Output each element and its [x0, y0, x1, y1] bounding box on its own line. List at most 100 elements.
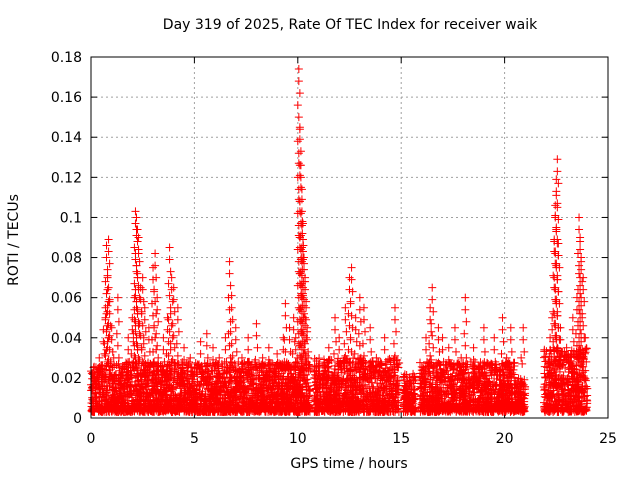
data-point: [278, 388, 287, 397]
data-point: [295, 403, 304, 412]
data-point: [234, 403, 243, 412]
data-point: [209, 407, 218, 416]
data-point: [193, 406, 202, 415]
data-point: [237, 369, 246, 378]
data-point: [268, 400, 277, 409]
data-point: [100, 382, 109, 391]
data-point: [221, 377, 230, 386]
data-point: [139, 397, 148, 406]
data-point: [170, 374, 179, 383]
data-point: [176, 364, 185, 373]
data-point: [151, 373, 160, 382]
data-point: [113, 393, 122, 402]
data-point: [269, 367, 278, 376]
data-point: [187, 383, 196, 392]
y-tick-label: 0.14: [51, 130, 82, 146]
data-point: [140, 373, 149, 382]
data-point: [281, 378, 290, 387]
data-point: [149, 404, 158, 413]
x-tick-label: 25: [599, 431, 617, 447]
data-point: [114, 374, 123, 383]
data-point: [122, 368, 131, 377]
data-point: [108, 397, 117, 406]
data-point: [252, 371, 261, 380]
data-point: [242, 405, 251, 414]
data-point: [166, 387, 175, 396]
data-point: [303, 378, 312, 387]
data-point: [283, 406, 292, 415]
y-tick-label: 0.04: [51, 331, 82, 347]
data-point: [260, 377, 269, 386]
data-point: [135, 396, 144, 405]
data-point: [191, 358, 200, 367]
data-point: [198, 372, 207, 381]
data-point: [184, 358, 193, 367]
data-point: [152, 382, 161, 391]
data-point: [252, 406, 261, 415]
data-point: [210, 382, 219, 391]
data-point: [129, 397, 138, 406]
data-point: [295, 381, 304, 390]
y-tick-label: 0.18: [51, 50, 82, 66]
data-point: [244, 375, 253, 384]
data-point: [175, 378, 184, 387]
data-point: [296, 385, 305, 394]
data-point: [266, 376, 275, 385]
data-point: [177, 368, 186, 377]
data-point: [98, 372, 107, 381]
data-point: [247, 369, 256, 378]
data-point: [184, 390, 193, 399]
data-point: [273, 404, 282, 413]
data-point: [239, 393, 248, 402]
data-point: [214, 400, 223, 409]
data-point: [134, 400, 143, 409]
data-point: [206, 373, 215, 382]
data-point: [192, 384, 201, 393]
data-point: [127, 374, 136, 383]
data-point: [267, 385, 276, 394]
data-point: [143, 365, 152, 374]
data-point: [134, 376, 143, 385]
data-point: [250, 404, 259, 413]
data-point: [144, 391, 153, 400]
data-point: [170, 393, 179, 402]
data-point: [111, 401, 120, 410]
data-point: [156, 401, 165, 410]
data-point: [225, 368, 234, 377]
data-point: [255, 360, 264, 369]
data-point: [88, 370, 97, 379]
data-point: [274, 407, 283, 416]
data-point: [176, 390, 185, 399]
data-point: [168, 384, 177, 393]
data-point: [262, 367, 271, 376]
data-point: [197, 370, 206, 379]
data-point: [266, 394, 275, 403]
data-point: [296, 366, 305, 375]
data-point: [175, 395, 184, 404]
data-point: [179, 372, 188, 381]
data-point: [149, 358, 158, 367]
data-point: [97, 407, 106, 416]
data-point: [277, 379, 286, 388]
data-point: [182, 404, 191, 413]
data-point: [137, 392, 146, 401]
data-point: [195, 380, 204, 389]
data-point: [117, 381, 126, 390]
data-point: [165, 402, 174, 411]
data-point: [260, 395, 269, 404]
data-point: [105, 407, 114, 416]
data-point: [161, 396, 170, 405]
data-point: [131, 381, 140, 390]
data-point: [171, 361, 180, 370]
data-point: [257, 396, 266, 405]
data-point: [227, 383, 236, 392]
data-point: [216, 387, 225, 396]
data-point: [291, 389, 300, 398]
data-point: [219, 398, 228, 407]
data-point: [211, 395, 220, 404]
data-point: [217, 359, 226, 368]
data-point: [293, 383, 302, 392]
data-point: [162, 390, 171, 399]
